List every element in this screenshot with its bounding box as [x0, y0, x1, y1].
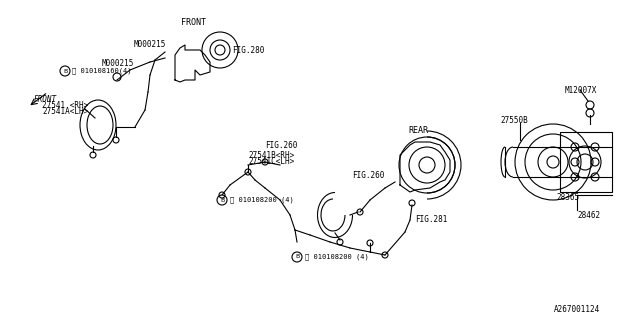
- Text: FRONT: FRONT: [180, 18, 205, 27]
- Text: 28462: 28462: [577, 211, 600, 220]
- Text: 27541 <RH>: 27541 <RH>: [42, 100, 88, 109]
- Text: FIG.260: FIG.260: [352, 171, 385, 180]
- Text: B: B: [220, 197, 224, 203]
- Text: REAR: REAR: [408, 125, 428, 134]
- Text: 27541B<RH>: 27541B<RH>: [248, 150, 294, 159]
- Text: FIG.281: FIG.281: [415, 215, 447, 225]
- FancyBboxPatch shape: [560, 132, 612, 192]
- Text: 27550B: 27550B: [500, 116, 528, 124]
- Text: 28365: 28365: [556, 193, 579, 202]
- Text: Ⓑ 010108200 (4): Ⓑ 010108200 (4): [230, 197, 294, 203]
- Text: M12007X: M12007X: [565, 85, 597, 94]
- Text: Ⓑ 010108160(4): Ⓑ 010108160(4): [72, 68, 131, 74]
- Text: FRONT: FRONT: [34, 94, 57, 103]
- Text: B: B: [295, 254, 299, 260]
- Text: 27541A<LH>: 27541A<LH>: [42, 107, 88, 116]
- Text: M000215: M000215: [134, 39, 166, 49]
- Text: 27541C<LH>: 27541C<LH>: [248, 156, 294, 165]
- Text: FIG.280: FIG.280: [232, 45, 264, 54]
- Text: FIG.260: FIG.260: [265, 140, 298, 149]
- Text: B: B: [63, 68, 67, 74]
- Text: Ⓑ 010108200 (4): Ⓑ 010108200 (4): [305, 254, 369, 260]
- Text: A267001124: A267001124: [554, 306, 600, 315]
- Text: M000215: M000215: [102, 59, 134, 68]
